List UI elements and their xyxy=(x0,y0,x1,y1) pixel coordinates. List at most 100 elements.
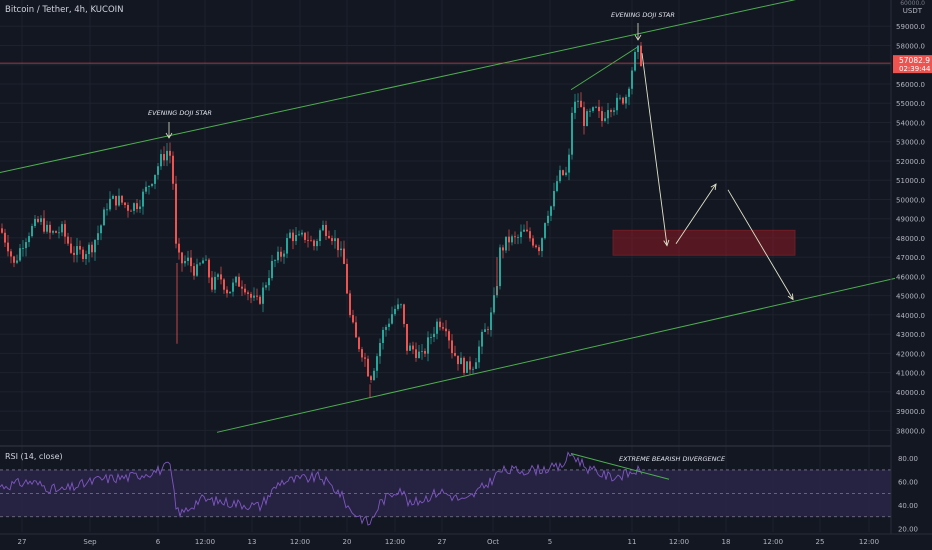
candle-body xyxy=(199,263,201,265)
price-tick-label: 43000.0 xyxy=(896,331,925,339)
annotation-evening-doji-1-text: EVENING DOJI STAR xyxy=(148,109,212,117)
candle-body xyxy=(568,154,570,173)
candle-body xyxy=(31,225,33,237)
candle-body xyxy=(400,304,402,306)
candle-body xyxy=(457,355,459,365)
candle-body xyxy=(166,150,168,161)
candle-body xyxy=(316,240,318,247)
divergence-trendline[interactable] xyxy=(570,453,670,480)
projection-segment[interactable] xyxy=(727,189,794,300)
candle-body xyxy=(280,251,282,257)
candle-body xyxy=(88,244,90,255)
candle-body xyxy=(148,185,150,187)
candle-body xyxy=(295,234,297,242)
projection-arrows xyxy=(641,53,794,301)
candle-body xyxy=(292,232,294,242)
candle-body xyxy=(277,251,279,261)
candle-body xyxy=(136,203,138,209)
symbol-title[interactable]: Bitcoin / Tether, 4h, KUCOIN xyxy=(5,5,124,15)
candle-body xyxy=(475,362,477,369)
upper-channel-line[interactable] xyxy=(0,0,850,173)
candle-body xyxy=(478,346,480,363)
price-countdown: 02:39:44 xyxy=(899,65,931,73)
candle-body xyxy=(253,295,255,298)
candle-body xyxy=(364,357,366,359)
candle-body xyxy=(622,97,624,104)
candle-body xyxy=(625,96,627,104)
candle-body xyxy=(298,234,300,236)
rsi-tick-label: 60.00 xyxy=(898,479,918,487)
price-tick-label: 51000.0 xyxy=(896,177,925,185)
candle-body xyxy=(370,376,372,381)
candle-body xyxy=(310,240,312,242)
current-price-tag: 57082.9 02:39:44 xyxy=(893,55,932,74)
candle-body xyxy=(532,238,534,246)
candle-body xyxy=(508,236,510,243)
candle-body xyxy=(28,236,30,243)
time-tick-label: 20 xyxy=(343,538,352,546)
price-top-label: 60000.0 xyxy=(900,0,925,7)
candle-body xyxy=(145,186,147,192)
candle-body xyxy=(103,209,105,226)
candle-body xyxy=(46,224,48,232)
candle-body xyxy=(121,195,123,203)
candle-body xyxy=(436,321,438,334)
candle-body xyxy=(391,314,393,324)
candle-body xyxy=(481,331,483,347)
candle-body xyxy=(181,252,183,264)
local-trend-line[interactable] xyxy=(570,47,638,91)
candle-body xyxy=(331,238,333,242)
candle-body xyxy=(22,248,24,249)
candle-body xyxy=(592,107,594,111)
rsi-indicator-label[interactable]: RSI (14, close) xyxy=(5,452,63,461)
candle-body xyxy=(349,293,351,316)
candle-body xyxy=(91,244,93,253)
candle-body xyxy=(73,252,75,255)
target-zone[interactable] xyxy=(612,229,796,256)
candle-body xyxy=(529,231,531,239)
candle-body xyxy=(172,155,174,184)
candle-body xyxy=(256,295,258,297)
candle-body xyxy=(55,231,57,233)
candle-body xyxy=(133,203,135,211)
candle-body xyxy=(232,282,234,292)
time-axis[interactable]: 27 Sep 6 12:00 13 12:00 20 12:00 27 Oct 5 11 12:00 18… xyxy=(18,538,880,546)
rsi-tick-label: 20.00 xyxy=(898,525,918,533)
candle-body xyxy=(49,224,51,233)
price-tick-label: 58000.0 xyxy=(896,42,925,50)
candle-body xyxy=(220,274,222,280)
candle-body xyxy=(526,229,528,232)
projection-segment[interactable] xyxy=(641,53,668,246)
candle-body xyxy=(637,45,639,52)
candle-body xyxy=(208,259,210,278)
price-tick-label: 44000.0 xyxy=(896,312,925,320)
candle-body xyxy=(178,243,180,253)
candle-body xyxy=(313,240,315,247)
price-axis[interactable]: 59000.058000.057000.056000.055000.054000… xyxy=(896,23,925,435)
candle-body xyxy=(85,254,87,259)
candle-body xyxy=(340,248,342,251)
time-tick-label: 25 xyxy=(816,538,825,546)
projection-segment[interactable] xyxy=(675,183,717,244)
candle-body xyxy=(466,361,468,373)
candle-body xyxy=(247,292,249,294)
candle-body xyxy=(346,263,348,294)
candle-body xyxy=(361,349,363,358)
candle-body xyxy=(376,356,378,371)
candle-body xyxy=(574,101,576,113)
candle-body xyxy=(259,296,261,304)
price-tick-label: 55000.0 xyxy=(896,100,925,108)
candle-body xyxy=(511,236,513,243)
candle-body xyxy=(1,228,3,233)
candle-body xyxy=(628,88,630,97)
candle-body xyxy=(385,326,387,330)
candle-body xyxy=(469,361,471,370)
candle-body xyxy=(382,329,384,344)
candle-body xyxy=(409,345,411,351)
candle-body xyxy=(175,183,177,244)
candle-body xyxy=(472,368,474,370)
candle-body xyxy=(397,304,399,309)
lower-channel-line[interactable] xyxy=(216,277,896,433)
